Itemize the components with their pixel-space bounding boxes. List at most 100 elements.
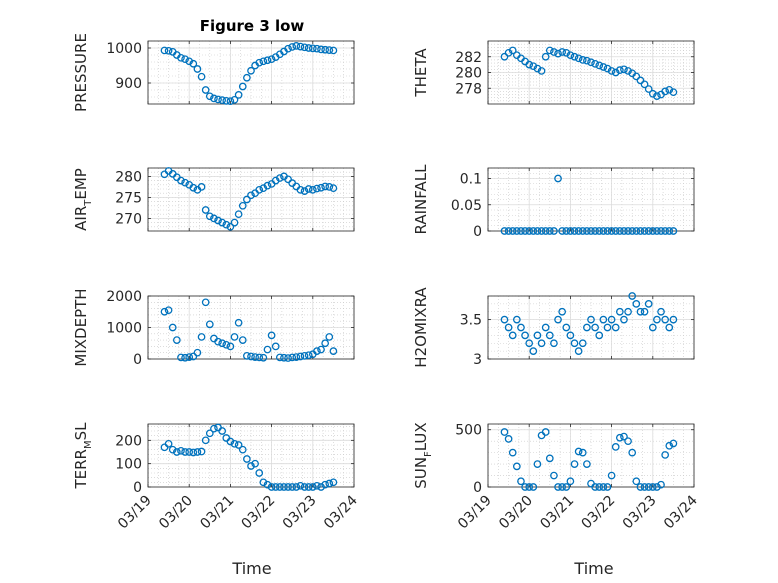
data-point bbox=[247, 66, 255, 75]
data-point bbox=[201, 206, 210, 214]
x-axis-label-right: Time bbox=[573, 559, 613, 578]
subplot-air_temp: 270 275 280 AIRTEMP bbox=[72, 167, 355, 232]
data-point bbox=[644, 483, 653, 491]
data-point bbox=[201, 436, 210, 445]
data-point bbox=[201, 298, 210, 307]
data-point bbox=[317, 345, 325, 354]
data-point bbox=[226, 222, 235, 231]
data-point bbox=[665, 441, 674, 450]
data-point bbox=[181, 55, 189, 64]
data-point bbox=[214, 95, 222, 104]
data-point bbox=[550, 339, 558, 348]
data-point bbox=[172, 336, 181, 344]
data-point bbox=[558, 48, 567, 56]
data-point bbox=[313, 481, 321, 490]
data-point bbox=[628, 292, 637, 300]
data-point bbox=[578, 56, 587, 64]
data-point bbox=[189, 448, 198, 457]
data-point bbox=[226, 437, 235, 446]
data-point bbox=[624, 227, 632, 235]
data-point bbox=[317, 45, 325, 54]
data-point bbox=[247, 462, 255, 470]
data-point bbox=[251, 459, 259, 468]
x-tick-label: 03/23 bbox=[620, 493, 660, 533]
data-point bbox=[177, 353, 185, 362]
data-point bbox=[160, 46, 169, 55]
data-point bbox=[599, 483, 608, 491]
data-point bbox=[226, 97, 235, 106]
data-point bbox=[541, 428, 550, 436]
data-point bbox=[648, 89, 657, 98]
data-point bbox=[636, 307, 645, 316]
data-point bbox=[620, 227, 628, 235]
data-point bbox=[308, 483, 317, 491]
data-point bbox=[525, 339, 534, 348]
data-point bbox=[640, 227, 649, 235]
data-point bbox=[238, 336, 247, 344]
x-tick-label: 03/21 bbox=[197, 493, 237, 533]
data-point bbox=[296, 185, 305, 194]
data-point bbox=[234, 91, 243, 99]
data-point bbox=[665, 85, 674, 94]
data-point bbox=[500, 315, 509, 324]
data-point bbox=[636, 76, 645, 85]
data-point bbox=[280, 353, 288, 362]
data-point bbox=[615, 227, 624, 235]
y-tick-label: 0 bbox=[133, 352, 142, 368]
data-point bbox=[583, 460, 591, 468]
data-point bbox=[566, 51, 575, 60]
data-point bbox=[578, 448, 587, 457]
data-point bbox=[583, 227, 591, 235]
data-point bbox=[164, 46, 173, 55]
data-point bbox=[587, 227, 595, 235]
data-point bbox=[500, 227, 509, 235]
y-tick-label: 270 bbox=[115, 211, 142, 227]
data-point bbox=[636, 227, 645, 235]
data-point bbox=[300, 187, 309, 195]
data-point bbox=[288, 43, 297, 51]
data-point bbox=[558, 483, 567, 491]
data-point bbox=[160, 443, 169, 452]
data-point bbox=[541, 323, 550, 332]
data-point bbox=[181, 178, 189, 187]
data-point bbox=[562, 483, 571, 491]
data-point bbox=[611, 323, 620, 332]
data-point bbox=[644, 227, 653, 235]
data-point bbox=[160, 307, 169, 316]
data-point bbox=[210, 214, 218, 223]
x-tick-label: 03/22 bbox=[239, 493, 279, 533]
data-point bbox=[562, 323, 571, 332]
data-point bbox=[189, 352, 198, 361]
data-point bbox=[304, 483, 313, 491]
data-point bbox=[284, 483, 292, 491]
data-point bbox=[653, 227, 661, 235]
data-point bbox=[661, 87, 670, 96]
y-tick-label: 0 bbox=[473, 224, 482, 240]
data-point bbox=[607, 227, 616, 235]
data-point bbox=[570, 460, 579, 468]
y-tick-label: 100 bbox=[115, 457, 142, 473]
subplot-mixdepth: 0 1000 2000 MIXDEPTH bbox=[72, 288, 355, 368]
data-point bbox=[545, 331, 554, 340]
y-tick-label: 200 bbox=[115, 433, 142, 449]
data-point bbox=[591, 323, 599, 332]
data-point bbox=[193, 65, 202, 73]
data-point bbox=[624, 437, 632, 446]
data-point bbox=[181, 353, 189, 362]
data-point bbox=[648, 227, 657, 235]
y-axis-label: SUNFLUX bbox=[412, 422, 434, 488]
data-point bbox=[615, 307, 624, 316]
data-point bbox=[558, 227, 567, 235]
data-point bbox=[504, 323, 513, 332]
data-point bbox=[284, 44, 292, 53]
data-point bbox=[280, 483, 288, 491]
y-tick-label: 500 bbox=[455, 423, 482, 439]
data-point bbox=[537, 339, 546, 348]
data-point bbox=[504, 48, 513, 57]
y-tick-label: 0 bbox=[473, 480, 482, 496]
data-point bbox=[234, 210, 243, 219]
data-series bbox=[500, 292, 678, 355]
data-point bbox=[591, 227, 599, 235]
data-point bbox=[624, 67, 632, 75]
